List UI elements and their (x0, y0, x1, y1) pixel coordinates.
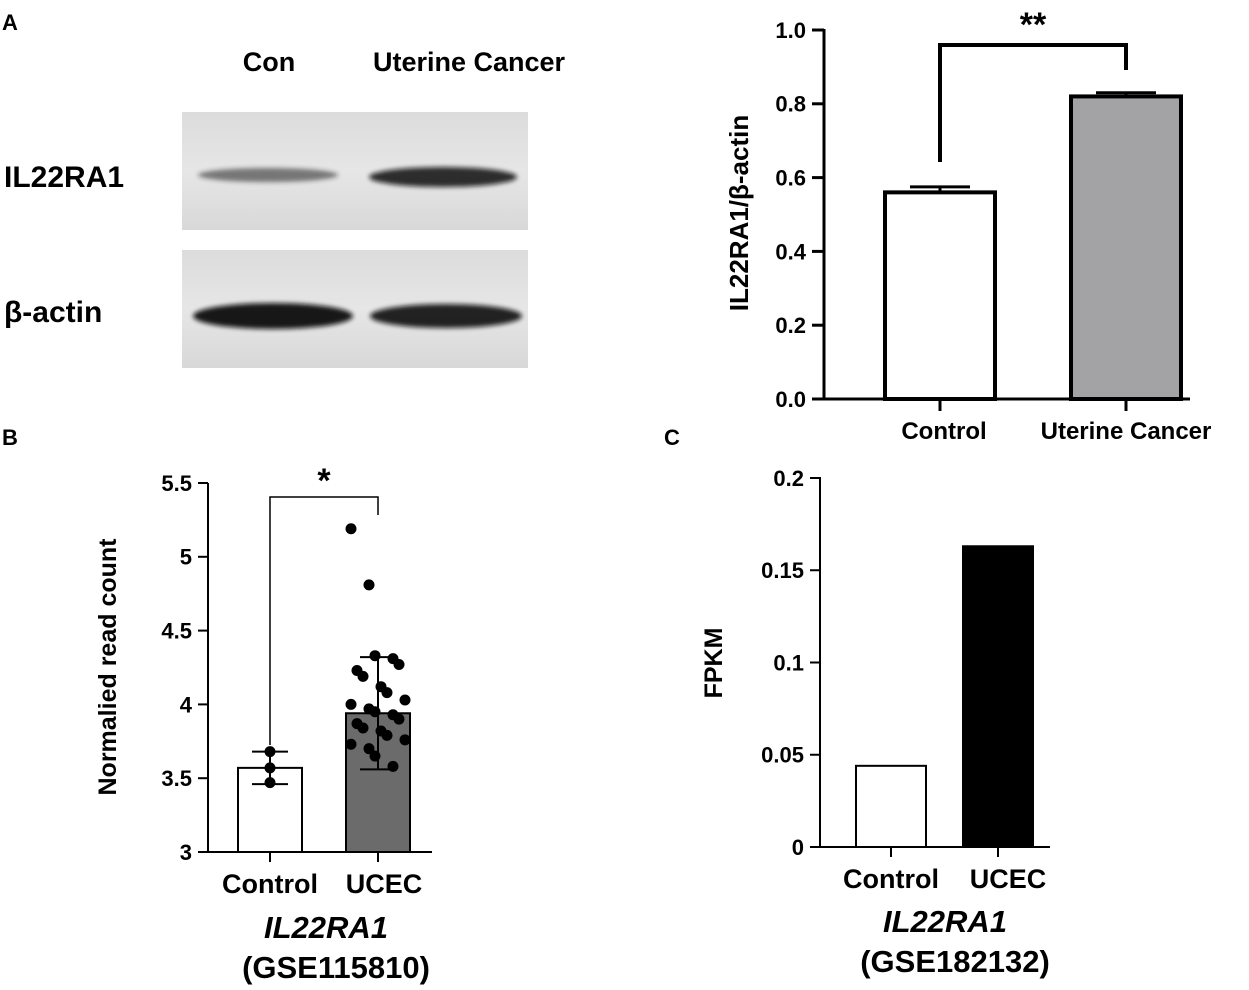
data-point (363, 743, 375, 755)
data-point (264, 746, 276, 758)
chart-a-ylabel: IL22RA1/β-actin (724, 115, 754, 311)
y-tick-label: 0.2 (773, 466, 804, 491)
bar (962, 545, 1034, 848)
blot-lane-label-cancer: Uterine Cancer (373, 47, 566, 77)
chart-c: FPKM 0 0.05 0.1 0.15 0.2 Control UCEC IL22RA1… (700, 466, 1050, 979)
data-point (387, 760, 399, 772)
x-tick-label: UCEC (346, 869, 423, 899)
chart-b-xlabel: IL22RA1 (264, 910, 388, 945)
y-tick-label: 0.0 (775, 387, 806, 412)
y-tick-label: 0.6 (775, 166, 806, 191)
blot-lane-label-con: Con (243, 47, 295, 77)
y-tick-label: 0.1 (773, 650, 804, 675)
y-tick-label: 4.5 (161, 619, 192, 644)
significance-marker: * (317, 462, 331, 500)
data-point (357, 670, 369, 682)
x-tick-label: Control (901, 418, 986, 445)
bar (855, 764, 927, 849)
y-tick-label: 5 (180, 545, 192, 570)
y-tick-label: 5.5 (161, 471, 192, 496)
blot-band-il22ra1-con (198, 168, 338, 182)
y-tick-label: 3.5 (161, 766, 192, 791)
y-tick-label: 0.15 (761, 558, 804, 583)
data-point (369, 750, 381, 762)
bar (883, 190, 997, 401)
blot-band-il22ra1-cancer (369, 167, 517, 187)
panel-label-a: A (2, 10, 18, 35)
data-point (393, 659, 405, 671)
blot-row-label-il22ra1: IL22RA1 (4, 161, 124, 194)
data-point (357, 722, 369, 734)
y-tick-label: 0 (792, 835, 804, 860)
chart-c-xlabel-dataset: (GSE182132) (860, 944, 1050, 979)
chart-a: IL22RA1/β-actin 0.0 0.2 0.4 0.6 0.8 1.0 Contr… (724, 6, 1211, 445)
data-point (381, 729, 393, 741)
x-tick-label: Control (843, 864, 939, 894)
x-tick-label: Control (222, 869, 318, 899)
blot-row-label-beta-actin: β-actin (4, 296, 102, 329)
y-tick-label: 0.8 (775, 92, 806, 117)
y-tick-label: 1.0 (775, 18, 806, 43)
x-tick-label: UCEC (970, 864, 1047, 894)
blot-band-beta-actin-cancer (370, 304, 522, 328)
data-point (345, 738, 357, 750)
y-tick-label: 0.2 (775, 313, 806, 338)
significance-bracket (269, 496, 379, 745)
panel-label-b: B (2, 425, 18, 450)
y-tick-label: 4 (180, 692, 193, 717)
data-point (369, 706, 381, 718)
data-point (264, 777, 276, 789)
data-point (369, 650, 381, 662)
y-tick-label: 0.4 (775, 239, 806, 264)
panel-label-c: C (664, 425, 680, 450)
blot-band-beta-actin-con (193, 303, 353, 329)
chart-b-ylabel: Normalied read count (94, 538, 122, 796)
data-point (399, 694, 411, 706)
data-point (345, 698, 357, 710)
y-tick-label: 0.05 (761, 743, 804, 768)
chart-c-xlabel: IL22RA1 (883, 904, 1007, 939)
bar (1069, 94, 1183, 401)
chart-c-ylabel: FPKM (700, 628, 728, 699)
chart-b: Normalied read count 3 3.5 4 4.5 5 5.5 Contro… (94, 462, 432, 985)
data-point (381, 687, 393, 699)
data-point (363, 579, 375, 591)
significance-marker: ** (1020, 6, 1047, 44)
data-point (393, 713, 405, 725)
data-point (399, 734, 411, 746)
western-blot: Con Uterine Cancer IL22RA1 β-actin (4, 47, 566, 368)
x-tick-label: Uterine Cancer (1041, 418, 1212, 445)
data-point (345, 523, 357, 535)
y-tick-label: 3 (180, 840, 192, 865)
chart-b-xlabel-dataset: (GSE115810) (242, 950, 430, 985)
significance-bracket (938, 43, 1128, 162)
data-point (264, 762, 276, 774)
